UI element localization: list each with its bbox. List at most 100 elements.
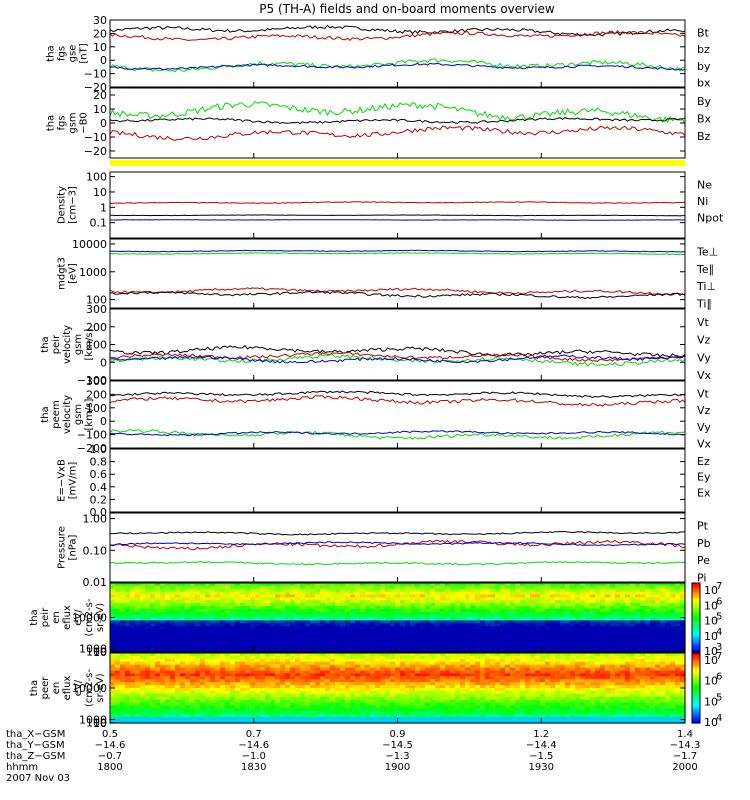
pressure-legend-Pt: Pt: [697, 520, 709, 533]
peir_spec-cbar-exp: 6: [716, 596, 722, 607]
density-ylabel: Density: [57, 186, 68, 224]
peer_spec-ylabel: tha: [29, 680, 40, 696]
pressure-legend-Pe: Pe: [697, 554, 710, 567]
fgs_gse-series-bx: [109, 62, 686, 71]
peer_spec-cbar-label: 10: [704, 716, 718, 729]
peir_vel-legend-Vx: Vx: [697, 369, 712, 382]
x-value: 0.9: [389, 729, 406, 740]
peer_spec-cbar-exp: 6: [716, 672, 722, 683]
peir_spec-cells: [110, 583, 686, 653]
fgs_gse-tick-label: 10: [93, 41, 107, 54]
panel-density: 100 10 1 0.1 Density [cm−3] Ne Ni Npot: [57, 171, 724, 239]
fgs_gsm-tick-label: 0: [100, 117, 107, 130]
temp-legend-Ti⊥: Ti⊥: [696, 280, 716, 293]
x-value: 1.2: [533, 729, 550, 740]
peir_vel-series-Vt: [109, 344, 686, 358]
fgs_gse-ylabel: gse: [68, 45, 79, 63]
efield-tick-label: 1.0: [90, 443, 108, 456]
peir_spec-cbar-label: 10: [704, 584, 718, 597]
temp-ylabel: mdgt3: [57, 257, 68, 290]
fgs_gsm-ylabel: tha: [46, 115, 57, 131]
peir_vel-tick-label: 300: [86, 303, 107, 316]
peem_vel-ylabel: peem: [51, 400, 62, 428]
peer_spec-tick-label: 10000: [72, 682, 107, 695]
density-series-Ni: [110, 214, 685, 217]
peer_spec-tick-label: 10: [93, 717, 107, 730]
density-tick-label: 100: [86, 171, 107, 184]
peir_spec-ylabel: tha: [29, 609, 40, 625]
peer_spec-ylabel: eV/: [73, 679, 84, 696]
efield-legend-Ey: Ey: [697, 471, 711, 484]
x-value: −14.6: [238, 740, 270, 751]
panel-temp: 10000 1000 100 mdgt3 [eV] Te⊥ Te∥ Ti⊥ Ti∥: [57, 238, 719, 310]
peem_vel-tick-label: 100: [86, 402, 107, 415]
efield-legend-Ex: Ex: [697, 486, 711, 499]
peem_vel-tick-label: 200: [86, 388, 107, 401]
peir_vel-tick-label: 100: [86, 339, 107, 352]
x-value: −1.5: [529, 751, 554, 762]
peir_vel-series-Vy: [109, 353, 686, 367]
peir_vel-tick-label: −100: [77, 374, 107, 387]
peir_vel-tick-label: 200: [86, 321, 107, 334]
peir_vel-ylabel: gsm: [73, 334, 84, 355]
peem_vel-ylabel: velocity: [62, 395, 73, 434]
peer_spec-ylabel: (cm2-s-: [84, 669, 95, 707]
peer_spec-cbar-label: 10: [704, 695, 718, 708]
peir_spec-cbar-label: 10: [704, 630, 718, 643]
fgs_gse-legend-bz: bz: [697, 43, 710, 56]
fgs_gsm-tick-label: −20: [84, 145, 107, 158]
temp-series-Ti⊥: [109, 249, 686, 253]
fgs_gse-tick-label: 20: [93, 27, 107, 40]
density-tick-label: 1: [100, 201, 107, 214]
pressure-series-Pt: [109, 530, 686, 536]
x-row-label-3: hhmm: [6, 762, 39, 773]
temp-legend-Te⊥: Te⊥: [696, 246, 718, 259]
efield-tick-label: 0.8: [90, 456, 108, 469]
peer_spec-tick-label: 100: [86, 717, 107, 730]
pressure-legend-Pi: Pi: [697, 571, 706, 584]
efield-legend-Ez: Ez: [697, 455, 710, 468]
efield-tick-label: 0.2: [90, 493, 108, 506]
peir_vel-ylabel: tha: [40, 336, 51, 352]
fgs_gsm-tick-label: 10: [93, 103, 107, 116]
peer_spec-ylabel: eflux: [62, 676, 73, 701]
peir_spec-ylabel: eflux: [62, 605, 73, 630]
fgs_gsm-series-Bx: [109, 117, 686, 125]
density-legend-Ne: Ne: [697, 178, 712, 191]
density-legend-Ni: Ni: [697, 195, 708, 208]
fgs_gsm-series-Bz: [109, 125, 686, 141]
peem_vel-tick-label: 300: [86, 375, 107, 388]
peem_vel-legend-Vy: Vy: [697, 421, 711, 434]
peir_spec-cbar-exp: 3: [716, 642, 722, 653]
fgs_gse-series-Bt: [109, 24, 686, 37]
peir_vel-legend-Vy: Vy: [697, 351, 711, 364]
x-value: 1830: [241, 762, 267, 773]
efield-ylabel: [mV/m]: [68, 462, 79, 500]
pressure-series-Pe: [109, 561, 686, 566]
efield-tick-label: 0.0: [90, 506, 108, 519]
peir_vel-ylabel: velocity: [62, 325, 73, 364]
peem_vel-ylabel: [km/s]: [84, 398, 95, 430]
efield-tick-label: 0.6: [90, 468, 108, 481]
peir_spec-cbar-label: 10: [704, 645, 718, 658]
peem_vel-series-Vt: [109, 390, 686, 399]
density-series-Npot: [109, 219, 686, 221]
peir_vel-series-Vz: [109, 351, 686, 362]
fgs_gsm-ylabel: −B0: [79, 112, 90, 134]
peir_vel-legend-Vz: Vz: [697, 334, 711, 347]
fgs_gse-tick-label: −20: [84, 81, 107, 94]
efield-tick-label: 0.4: [90, 481, 108, 494]
fgs_gse-tick-label: −10: [84, 68, 107, 81]
x-row-label-0: tha_X−GSM: [6, 729, 66, 740]
x-value: 0.5: [102, 729, 118, 740]
fgs_gse-series-bz: [109, 30, 686, 41]
peer_spec-cbar-exp: 5: [716, 692, 722, 703]
density-tick-label: 0.1: [90, 217, 108, 230]
peir_vel-ylabel: [km/s]: [84, 328, 95, 360]
peem_vel-legend-Vx: Vx: [697, 438, 712, 451]
